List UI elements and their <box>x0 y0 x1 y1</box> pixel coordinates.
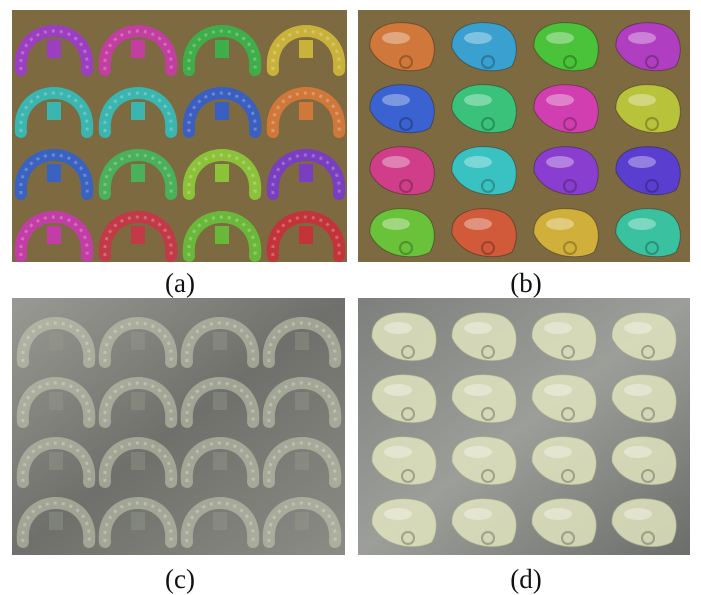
model-highlight <box>382 218 410 230</box>
page: (a) (b) (c) (d) (() => { const data = JS… <box>0 0 701 595</box>
model-highlight <box>546 218 574 230</box>
model-highlight <box>382 94 410 106</box>
caption: (a) <box>165 268 195 298</box>
model-highlight <box>544 384 572 396</box>
model-highlight <box>464 322 492 334</box>
model-highlight <box>384 322 412 334</box>
aligner-tab <box>295 392 309 410</box>
aligner-tab <box>131 226 145 244</box>
model-highlight <box>464 384 492 396</box>
model-highlight <box>384 508 412 520</box>
model-highlight <box>384 446 412 458</box>
aligner-tab <box>49 452 63 470</box>
aligner-tab <box>131 40 145 58</box>
aligner-tab <box>213 512 227 530</box>
model-highlight <box>464 446 492 458</box>
model-highlight <box>628 94 656 106</box>
model-highlight <box>464 156 492 168</box>
aligner-tab <box>299 226 313 244</box>
aligner-tab <box>299 164 313 182</box>
aligner-tab <box>47 226 61 244</box>
aligner-tab <box>295 512 309 530</box>
caption: (c) <box>165 564 195 594</box>
model-highlight <box>624 322 652 334</box>
aligner-tab <box>131 452 145 470</box>
model-highlight <box>544 508 572 520</box>
aligner-tab <box>131 512 145 530</box>
aligner-tab <box>49 392 63 410</box>
model-highlight <box>384 384 412 396</box>
aligner-tab <box>299 102 313 120</box>
caption: (d) <box>510 564 541 594</box>
aligner-tab <box>295 452 309 470</box>
aligner-tab <box>213 392 227 410</box>
model-highlight <box>544 322 572 334</box>
aligner-tab <box>47 102 61 120</box>
model-highlight <box>546 32 574 44</box>
model-highlight <box>464 508 492 520</box>
model-highlight <box>628 156 656 168</box>
model-highlight <box>464 94 492 106</box>
model-highlight <box>464 218 492 230</box>
model-highlight <box>382 32 410 44</box>
model-highlight <box>628 218 656 230</box>
model-highlight <box>546 94 574 106</box>
model-highlight <box>624 384 652 396</box>
model-highlight <box>624 508 652 520</box>
aligner-tab <box>295 332 309 350</box>
model-highlight <box>544 446 572 458</box>
aligner-tab <box>215 102 229 120</box>
aligner-tab <box>299 40 313 58</box>
model-highlight <box>628 32 656 44</box>
aligner-tab <box>215 40 229 58</box>
aligner-tab <box>49 332 63 350</box>
aligner-tab <box>47 40 61 58</box>
figure: (a) (b) (c) (d) <box>0 0 701 595</box>
model-highlight <box>464 32 492 44</box>
aligner-tab <box>49 512 63 530</box>
aligner-tab <box>213 452 227 470</box>
model-highlight <box>546 156 574 168</box>
model-highlight <box>382 156 410 168</box>
aligner-tab <box>213 332 227 350</box>
aligner-tab <box>131 164 145 182</box>
caption: (b) <box>510 268 541 298</box>
model-highlight <box>624 446 652 458</box>
aligner-tab <box>47 164 61 182</box>
aligner-tab <box>131 102 145 120</box>
aligner-tab <box>131 332 145 350</box>
aligner-tab <box>215 164 229 182</box>
aligner-tab <box>131 392 145 410</box>
aligner-tab <box>215 226 229 244</box>
